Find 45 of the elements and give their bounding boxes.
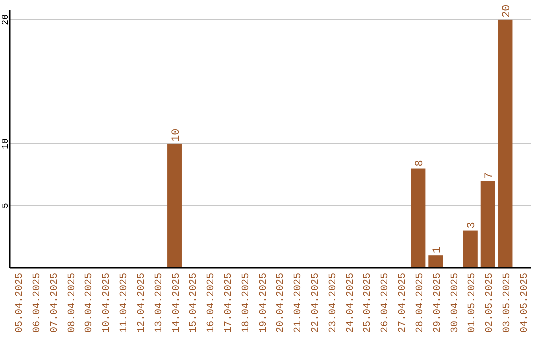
x-tick-label: 16.04.2025 xyxy=(206,273,218,334)
bar xyxy=(428,256,444,268)
bar xyxy=(411,168,426,268)
x-tick-label: 12.04.2025 xyxy=(136,273,148,334)
x-tick-label: 14.04.2025 xyxy=(172,273,183,334)
bar xyxy=(480,181,496,268)
x-tick-label: 07.04.2025 xyxy=(50,273,61,334)
x-tick-label: 22.04.2025 xyxy=(311,273,322,334)
x-tick-label: 03.05.2025 xyxy=(502,273,514,334)
data-label: 7 xyxy=(484,172,496,180)
x-tick-label: 24.04.2025 xyxy=(346,273,357,334)
data-label: 20 xyxy=(502,4,514,18)
x-tick-label: 04.05.2025 xyxy=(520,273,531,334)
x-tick-label: 17.04.2025 xyxy=(224,273,235,334)
y-tick-label: 5 xyxy=(1,203,11,209)
x-tick-label: 18.04.2025 xyxy=(241,273,252,334)
x-tick-label: 09.04.2025 xyxy=(84,273,96,334)
x-tick-label: 28.04.2025 xyxy=(415,273,426,334)
y-tick-label: 10 xyxy=(1,138,11,150)
x-tick-label: 06.04.2025 xyxy=(32,273,44,334)
x-tick-label: 25.04.2025 xyxy=(363,273,374,334)
x-tick-label: 29.04.2025 xyxy=(432,273,444,334)
data-label: 3 xyxy=(466,222,479,229)
y-tick-label: 20 xyxy=(1,14,11,26)
x-tick-label: 15.04.2025 xyxy=(189,273,200,334)
bar xyxy=(463,230,478,268)
x-tick-label: 19.04.2025 xyxy=(258,273,270,334)
x-tick-label: 23.04.2025 xyxy=(328,273,340,334)
x-tick-label: 27.04.2025 xyxy=(398,273,410,334)
x-tick-label: 01.05.2025 xyxy=(468,273,479,334)
x-tick-label: 13.04.2025 xyxy=(154,273,166,334)
data-label: 8 xyxy=(414,160,426,167)
x-tick-label: 30.04.2025 xyxy=(450,273,462,334)
x-tick-label: 02.05.2025 xyxy=(485,273,496,334)
x-tick-label: 11.04.2025 xyxy=(120,273,131,334)
bar xyxy=(498,20,513,268)
x-tick-label: 10.04.2025 xyxy=(102,273,114,334)
x-tick-label: 05.04.2025 xyxy=(15,273,26,334)
x-tick-label: 08.04.2025 xyxy=(67,273,78,334)
x-tick-label: 26.04.2025 xyxy=(380,273,392,334)
data-label: 1 xyxy=(432,246,444,254)
x-tick-label: 20.04.2025 xyxy=(276,273,288,334)
data-label: 10 xyxy=(170,128,183,142)
x-tick-label: 21.04.2025 xyxy=(294,273,305,334)
bar xyxy=(168,144,182,268)
